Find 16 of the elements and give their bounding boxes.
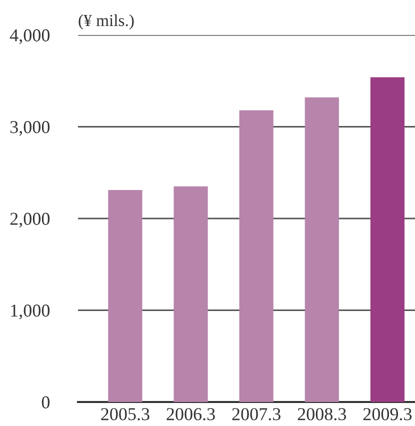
y-tick-label: 4,000 xyxy=(10,29,50,44)
x-tick-label: 2008.3 xyxy=(298,408,346,420)
bar xyxy=(370,77,405,402)
x-tick-label: 2005.3 xyxy=(101,408,150,420)
x-tick-label: 2007.3 xyxy=(232,408,280,420)
bar xyxy=(304,97,339,402)
x-tick-label: 2006.3 xyxy=(166,408,215,420)
bar xyxy=(174,186,208,402)
bar xyxy=(239,110,274,402)
y-tick-label: 2,000 xyxy=(10,212,50,228)
y-tick-label: 0 xyxy=(42,396,50,408)
x-tick-label: 2009.3 xyxy=(363,408,412,420)
y-axis-title: (¥ mils.) xyxy=(78,14,134,30)
y-tick-label: 1,000 xyxy=(11,304,50,320)
y-tick-label: 3,000 xyxy=(10,121,50,136)
bar xyxy=(108,190,142,402)
